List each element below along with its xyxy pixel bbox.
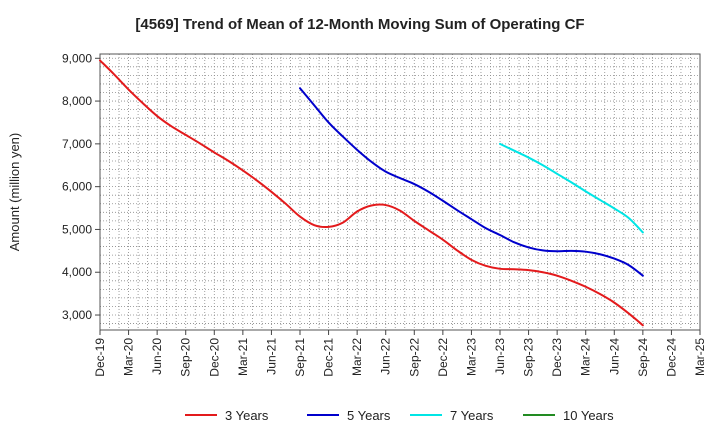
x-tick-label: Dec-24 [664, 338, 678, 377]
x-tick-label: Jun-23 [493, 338, 507, 375]
x-tick-label: Mar-25 [693, 338, 707, 376]
x-tick-label: Sep-24 [636, 338, 650, 377]
x-tick-label: Mar-21 [236, 338, 250, 376]
y-tick-label: 8,000 [62, 94, 92, 108]
x-tick-label: Sep-22 [407, 338, 421, 377]
y-tick-label: 3,000 [62, 308, 92, 322]
vertical-gridlines [109, 54, 691, 330]
y-axis-ticks: 3,000 4,000 5,000 6,000 7,000 8,000 9,000 [62, 51, 100, 322]
y-axis-label: Amount (million yen) [7, 133, 22, 252]
series-line-7-years [499, 142, 644, 234]
y-tick-label: 9,000 [62, 51, 92, 65]
x-tick-label: Sep-20 [179, 338, 193, 377]
x-tick-label: Jun-22 [379, 338, 393, 375]
legend-label: 7 Years [450, 408, 494, 423]
series-line-5-years [299, 87, 644, 277]
chart-title: [4569] Trend of Mean of 12-Month Moving … [135, 16, 584, 33]
series-line-3-years [99, 59, 644, 327]
horizontal-gridlines [100, 57, 700, 324]
series-lines [99, 59, 644, 327]
x-tick-label: Mar-22 [350, 338, 364, 376]
legend-label: 10 Years [563, 408, 614, 423]
x-tick-label: Mar-24 [579, 338, 593, 376]
y-tick-label: 6,000 [62, 180, 92, 194]
x-axis-ticks: Dec-19 Mar-20 Jun-20 Sep-20 Dec-20 Mar-21 Jun-… [93, 330, 707, 377]
legend: 3 Years 5 Years 7 Years 10 Years [185, 408, 614, 423]
x-tick-label: Dec-23 [550, 338, 564, 377]
y-tick-label: 7,000 [62, 137, 92, 151]
x-tick-label: Mar-23 [464, 338, 478, 376]
x-tick-label: Sep-23 [522, 338, 536, 377]
y-tick-label: 4,000 [62, 265, 92, 279]
x-tick-label: Dec-20 [207, 338, 221, 377]
y-tick-label: 5,000 [62, 222, 92, 236]
legend-label: 5 Years [347, 408, 391, 423]
x-tick-label: Dec-21 [322, 338, 336, 377]
plot-border [99, 53, 701, 331]
x-tick-label: Dec-19 [93, 338, 107, 377]
x-tick-label: Jun-20 [150, 338, 164, 375]
x-tick-label: Mar-20 [122, 338, 136, 376]
x-tick-label: Jun-24 [607, 338, 621, 375]
x-tick-label: Dec-22 [436, 338, 450, 377]
x-tick-label: Jun-21 [264, 338, 278, 375]
legend-label: 3 Years [225, 408, 269, 423]
plot-area [100, 54, 700, 330]
x-tick-label: Sep-21 [293, 338, 307, 377]
